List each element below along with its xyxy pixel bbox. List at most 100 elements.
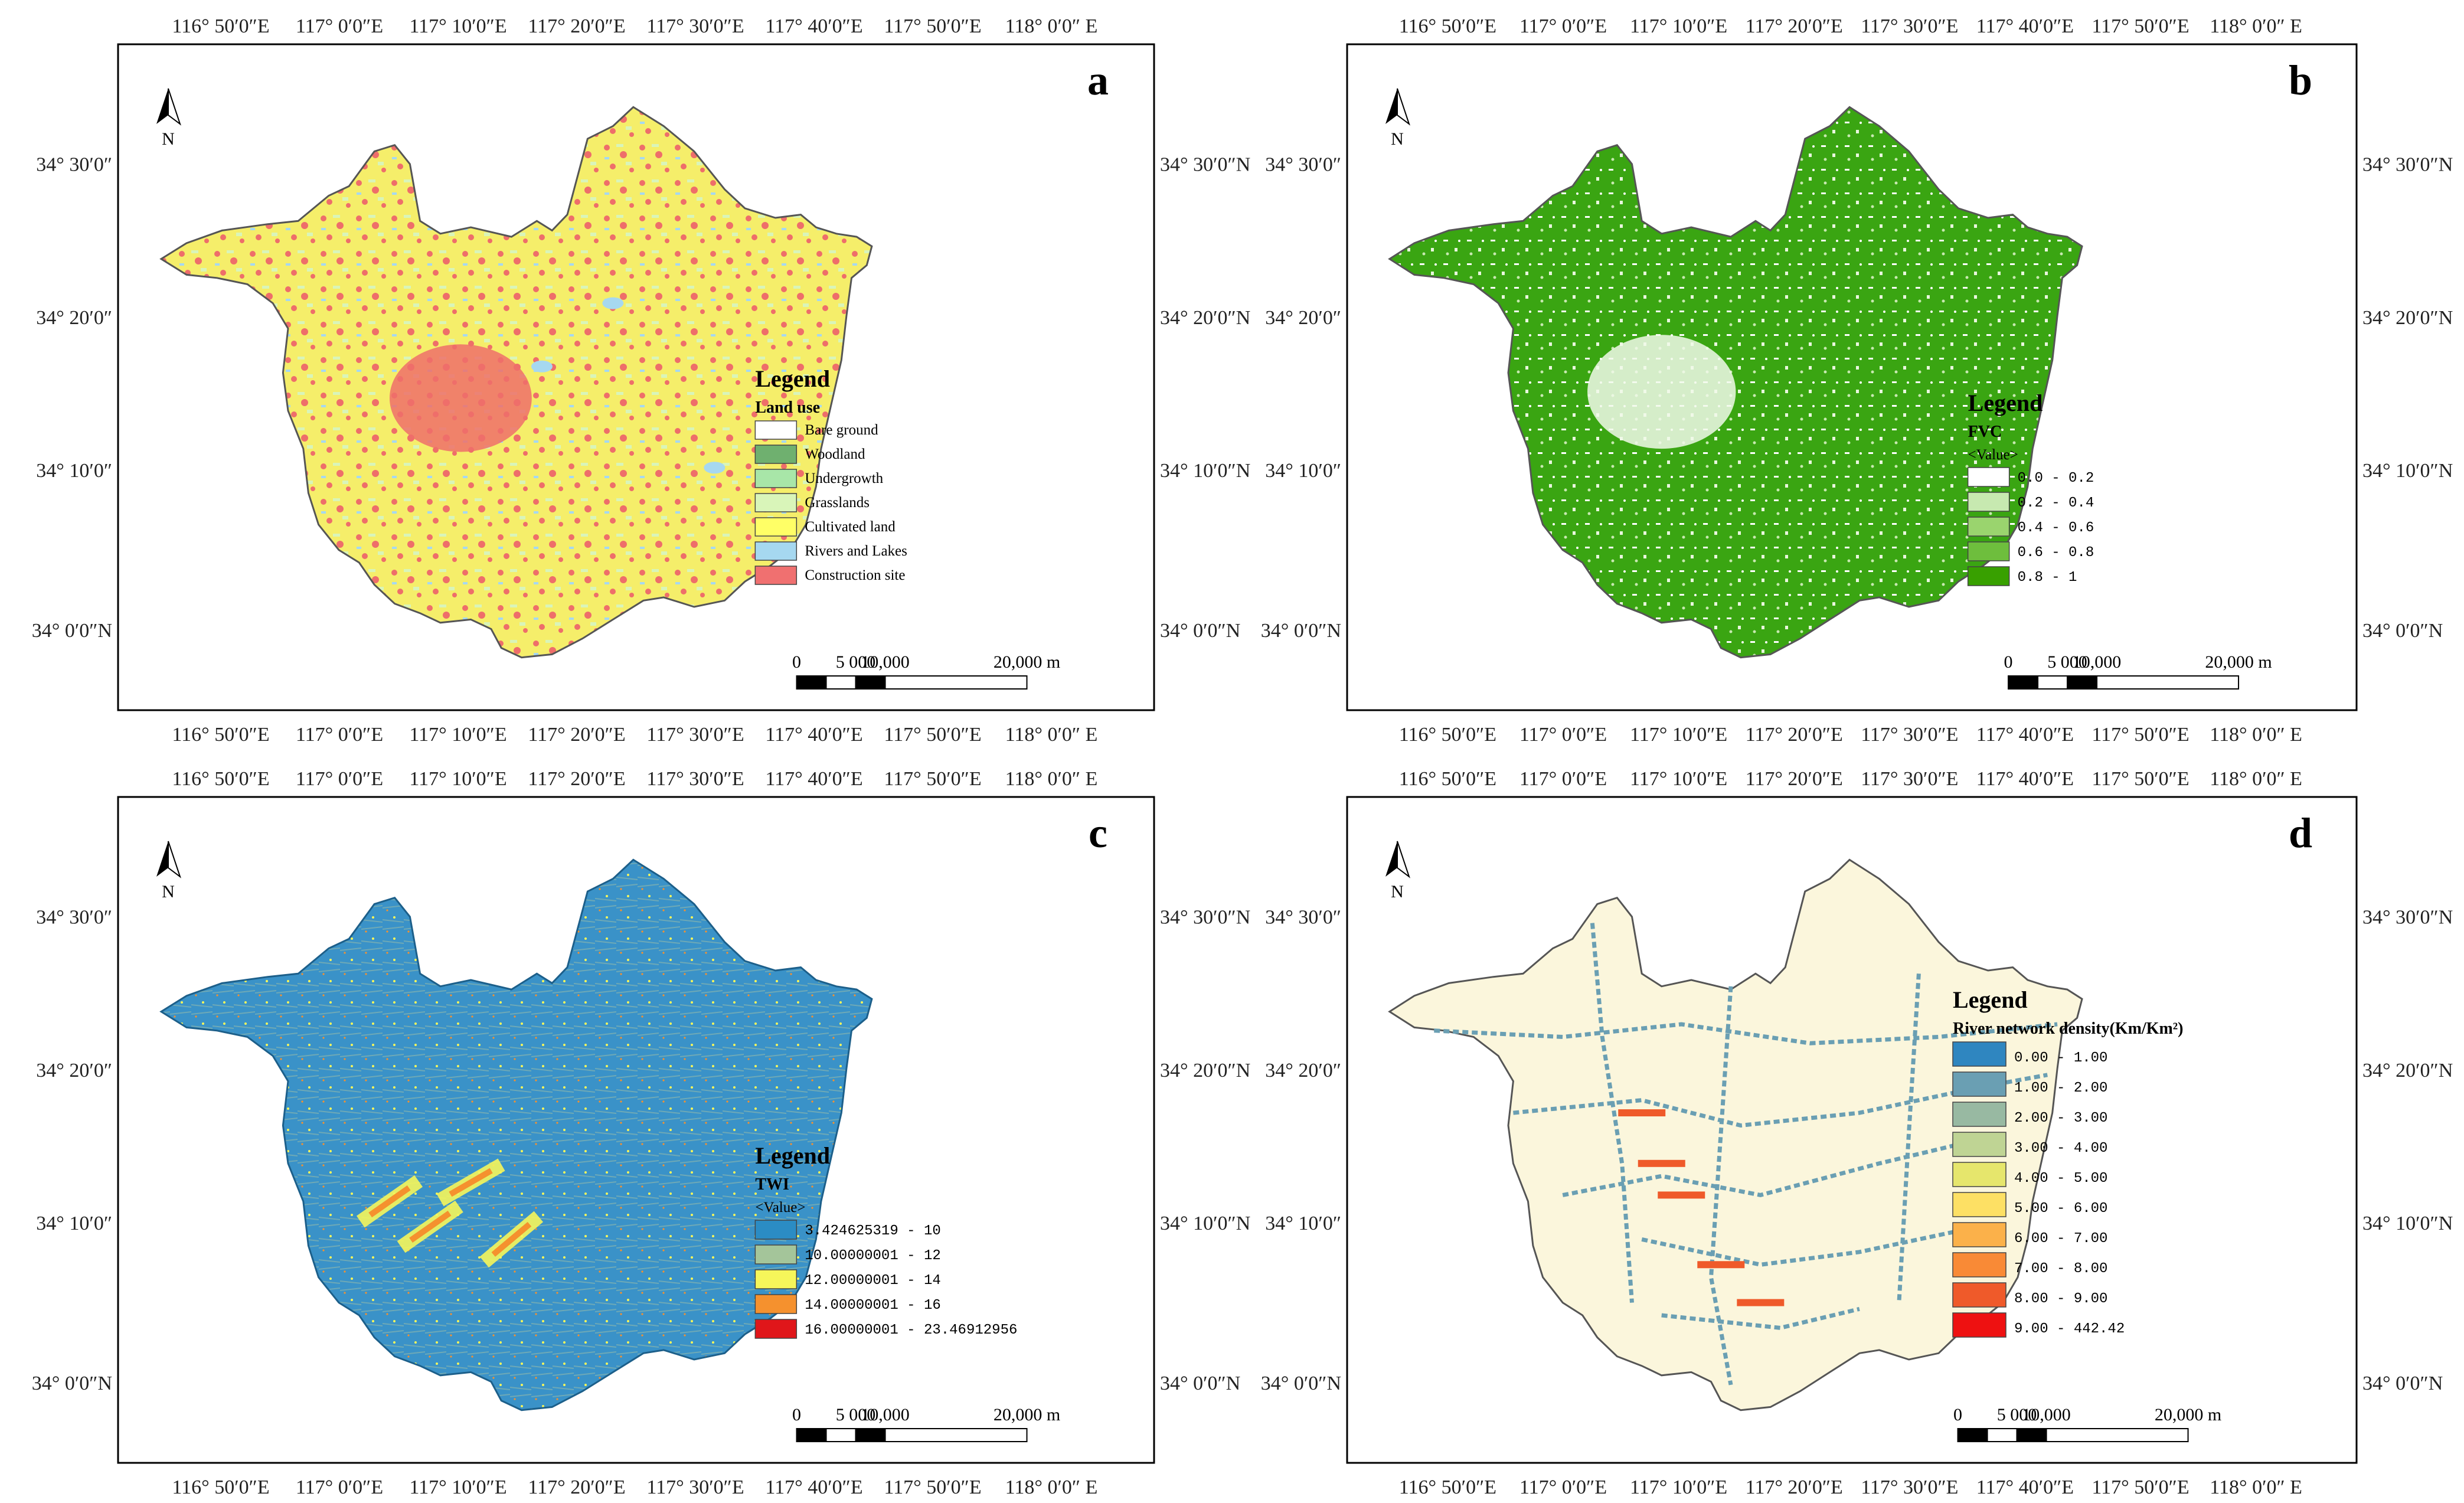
scale-bar-label: 10,000 [2073, 652, 2122, 672]
right-latitude-label: 34° 10′0″N [1160, 1213, 1250, 1234]
legend-swatch [754, 1220, 798, 1240]
legend-value-caption: <Value> [1968, 447, 2018, 463]
legend-swatch [1952, 1162, 2007, 1187]
legend-title: Legend [755, 365, 830, 392]
top-longitude-label: 117° 10′0″E [1630, 768, 1727, 790]
legend-swatch [1952, 1252, 2007, 1277]
high-density-segment [1697, 1261, 1745, 1269]
north-arrow-label: N [162, 882, 175, 901]
scale-bar-segment [796, 675, 827, 690]
legend-item-label: Grasslands [805, 495, 870, 511]
top-longitude-label: 117° 30′0″E [1861, 15, 1958, 37]
legend-item-label: 4.00 - 5.00 [2014, 1171, 2107, 1187]
north-arrow-icon [156, 89, 168, 124]
scale-bar-label: 0 [792, 652, 801, 672]
legend-swatch [754, 493, 798, 512]
left-latitude-label: 34° 30′0″ [1265, 153, 1341, 175]
high-twi-core [368, 1185, 411, 1218]
top-longitude-label: 117° 50′0″E [2092, 15, 2189, 37]
scale-bar-segment [2045, 1428, 2189, 1442]
legend-swatch [1967, 467, 2010, 487]
right-latitude-label: 34° 0′0″N [1160, 1373, 1240, 1394]
north-arrow-icon [1385, 89, 1397, 124]
top-longitude-label: 116° 50′0″E [172, 768, 269, 790]
legend-item-label: 14.00000001 - 16 [805, 1298, 940, 1314]
scale-bar-label: 0 [792, 1405, 801, 1424]
top-longitude-label: 117° 0′0″E [1519, 768, 1607, 790]
bottom-longitude-label: 118° 0′0″ E [2210, 1476, 2302, 1498]
top-longitude-label: 117° 0′0″E [296, 15, 383, 37]
right-latitude-label: 34° 10′0″N [2362, 1213, 2453, 1234]
legend-item-label: Woodland [805, 446, 865, 462]
bottom-longitude-label: 117° 0′0″E [1519, 1476, 1607, 1498]
left-latitude-label: 34° 0′0″N [1261, 1373, 1341, 1394]
panel-letter: c [1089, 809, 1107, 857]
top-longitude-label: 118° 0′0″ E [2210, 15, 2302, 37]
legend-item-label: 1.00 - 2.00 [2014, 1080, 2107, 1096]
scale-bar-segment [825, 1428, 857, 1442]
map-panel-b: 116° 50′0″E 116° 50′0″E 117° 0′0″E 117° 0′0… [1261, 15, 2453, 746]
scale-bar-label: 5 000 [836, 1405, 876, 1424]
scale-bar-label: 20,000 m [994, 1405, 1060, 1424]
left-latitude-label: 34° 30′0″ [36, 153, 112, 175]
legend-subtitle: Land use [755, 398, 820, 417]
scale-bar-segment [2008, 675, 2039, 690]
scale-bar-segment [2067, 675, 2098, 690]
river-network-line [1641, 1224, 1979, 1267]
top-longitude-label: 117° 30′0″E [646, 768, 744, 790]
river-network-line [1708, 986, 1733, 1386]
north-arrow-icon [1385, 841, 1397, 877]
right-latitude-label: 34° 20′0″N [1160, 307, 1250, 329]
river-network-line [1434, 1022, 2058, 1045]
high-twi-core [449, 1168, 493, 1197]
legend-item-label: Cultivated land [805, 519, 896, 535]
left-latitude-label: 34° 10′0″ [36, 1213, 112, 1234]
scale-bar-label: 20,000 m [994, 652, 1060, 672]
left-latitude-label: 34° 0′0″N [32, 620, 112, 642]
scale-bar-segment [1957, 1428, 1988, 1442]
scale-bar-segment [884, 675, 1028, 690]
legend-item-label: Bare ground [805, 422, 878, 438]
left-latitude-label: 34° 10′0″ [1265, 1213, 1341, 1234]
top-longitude-label: 117° 10′0″E [1630, 15, 1727, 37]
map-panel-a: 116° 50′0″E 116° 50′0″E 117° 0′0″E 117° 0′0… [32, 15, 1251, 746]
bottom-longitude-label: 117° 0′0″E [1519, 724, 1607, 746]
high-twi-core [491, 1221, 532, 1257]
top-longitude-label: 117° 40′0″E [765, 768, 862, 790]
scale-bar-label: 10,000 [2022, 1405, 2071, 1424]
bottom-longitude-label: 117° 50′0″E [884, 1476, 981, 1498]
left-latitude-label: 34° 20′0″ [36, 307, 112, 329]
right-latitude-label: 34° 30′0″N [2362, 153, 2453, 175]
top-longitude-label: 116° 50′0″E [172, 15, 269, 37]
top-longitude-label: 117° 40′0″E [1976, 768, 2074, 790]
legend-item-label: 12.00000001 - 14 [805, 1273, 940, 1289]
legend-swatch [1952, 1222, 2007, 1247]
legend-swatch [754, 1319, 798, 1339]
legend-swatch [1952, 1071, 2007, 1097]
legend-item-label: 0.6 - 0.8 [2018, 545, 2094, 561]
legend-item-label: 0.8 - 1 [2018, 570, 2077, 586]
low-vegetation-area [1587, 335, 1736, 449]
top-longitude-label: 117° 20′0″E [528, 15, 625, 37]
scale-bar-label: 20,000 m [2155, 1405, 2221, 1424]
bottom-longitude-label: 117° 20′0″E [1746, 1476, 1843, 1498]
panel-letter: d [2289, 809, 2312, 857]
legend-swatch [1967, 566, 2010, 586]
left-latitude-label: 34° 0′0″N [32, 1373, 112, 1394]
top-longitude-label: 117° 20′0″E [1746, 15, 1843, 37]
left-latitude-label: 34° 10′0″ [36, 460, 112, 482]
scale-bar-label: 0 [1953, 1405, 1962, 1424]
legend-title: Legend [1968, 390, 2043, 416]
left-latitude-label: 34° 10′0″ [1265, 460, 1341, 482]
top-longitude-label: 117° 10′0″E [409, 768, 506, 790]
bottom-longitude-label: 117° 40′0″E [765, 1476, 862, 1498]
legend-swatch [754, 1244, 798, 1265]
bottom-longitude-label: 117° 40′0″E [765, 724, 862, 746]
bottom-longitude-label: 117° 20′0″E [1746, 724, 1843, 746]
study-area-map [1388, 858, 2083, 1411]
scale-bar-segment [855, 675, 886, 690]
high-density-segment [1618, 1109, 1666, 1117]
legend-swatch [754, 517, 798, 537]
bottom-longitude-label: 117° 10′0″E [409, 1476, 506, 1498]
panel-letter: a [1087, 57, 1109, 104]
